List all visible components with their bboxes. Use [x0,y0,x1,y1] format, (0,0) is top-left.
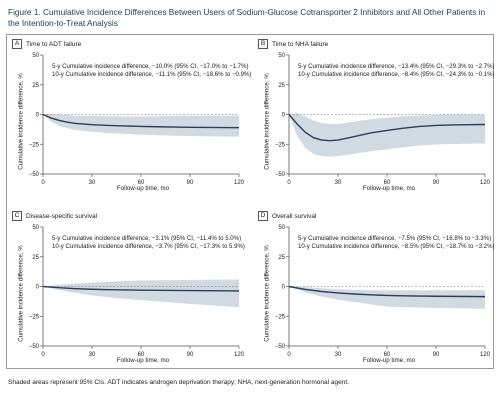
ci-annotation-10y: 10-y Cumulative incidence difference, −8… [298,71,495,78]
x-tick-label: 30 [335,180,342,186]
y-tick-label: 25 [278,83,285,89]
x-axis-label: Follow-up time, mo [362,357,416,364]
x-tick-label: 90 [433,352,440,358]
panel-letter: C [12,211,22,221]
estimate-line [42,113,240,129]
x-tick-label: 0 [41,180,45,186]
y-tick-label: −50 [275,344,286,350]
figure-title: Figure 1. Cumulative Incidence Differenc… [8,7,486,28]
ci-band [43,113,239,137]
y-tick-label: −25 [275,142,286,148]
x-tick-label: 120 [480,180,491,186]
panel-b: 50 25 0 −25 −50 0 30 60 90 120 B Time to NHA failur… [253,35,495,201]
x-tick-label: 30 [335,352,342,358]
x-tick-label: 60 [138,180,145,186]
x-tick-label: 90 [187,180,194,186]
ci-band [289,286,485,309]
x-tick-label: 0 [287,180,291,186]
panel-c: 50 25 0 −25 −50 0 30 60 90 120 C Disease-specific s… [7,207,247,373]
x-axis-label: Follow-up time, mo [116,357,170,364]
y-tick-label: 0 [282,285,286,291]
y-axis-label: Cumulative incidence difference, % [17,73,25,170]
y-tick-label: 25 [278,255,285,261]
x-tick-label: 60 [384,180,391,186]
y-tick-label: 25 [32,255,39,261]
panel-title: Time to NHA failure [272,40,329,48]
panel-letter: D [258,211,268,221]
estimate-line [288,285,486,298]
y-tick-label: 50 [32,225,39,231]
y-tick-label: 0 [36,285,40,291]
figure-frame: 50 25 0 −25 −50 0 30 60 90 120 A Time to ADT failur… [6,34,495,369]
ci-band [43,279,239,308]
ci-annotation-5y: 5-y Cumulative incidence difference, −13… [298,63,495,70]
y-axis-label: Cumulative incidence difference, % [17,245,25,342]
panel-title-row: D Overall survival [258,211,316,221]
figure-footnote: Shaded areas represent 95% CIs. ADT indi… [8,379,349,386]
ci-band [289,113,485,157]
panel-letter: A [12,39,22,49]
x-tick-label: 120 [234,352,245,358]
ci-annotation-10y: 10-y Cumulative incidence difference, −3… [52,243,245,250]
estimate-line [42,285,240,292]
y-tick-label: 50 [278,225,285,231]
y-tick-label: 0 [36,113,40,119]
y-tick-label: −50 [29,172,40,178]
y-tick-label: −50 [275,172,286,178]
x-tick-label: 120 [234,180,245,186]
panel-title-row: B Time to NHA failure [258,39,328,49]
x-tick-label: 90 [433,180,440,186]
x-tick-label: 0 [41,352,45,358]
panel-d: 50 25 0 −25 −50 0 30 60 90 120 D Overall survival 5-… [253,207,495,373]
x-tick-label: 30 [89,352,96,358]
ci-annotation-10y: 10-y Cumulative incidence difference, −8… [298,243,495,250]
x-tick-label: 90 [187,352,194,358]
y-tick-label: 50 [278,53,285,59]
x-tick-label: 120 [480,352,491,358]
x-tick-label: 60 [384,352,391,358]
panel-title-row: C Disease-specific survival [12,211,97,221]
ci-annotation-5y: 5-y Cumulative incidence difference, −7.… [298,235,492,242]
ci-annotation-10y: 10-y Cumulative incidence difference, −1… [52,71,252,78]
panel-title: Time to ADT failure [26,40,82,48]
y-axis-label: Cumulative incidence difference, % [263,245,271,342]
panel-title: Disease-specific survival [26,212,98,220]
y-tick-label: 50 [32,53,39,59]
estimate-line [288,114,486,142]
panel-title-row: A Time to ADT failure [12,39,81,49]
x-axis-label: Follow-up time, mo [362,185,416,192]
x-tick-label: 60 [138,352,145,358]
panel-a: 50 25 0 −25 −50 0 30 60 90 120 A Time to ADT failur… [7,35,251,201]
panel-title: Overall survival [272,212,317,220]
y-tick-label: −25 [29,314,40,320]
y-axis-label: Cumulative incidence difference, % [263,73,271,170]
ci-annotation-5y: 5-y Cumulative incidence difference, −10… [52,63,249,70]
x-tick-label: 0 [287,352,291,358]
y-tick-label: 25 [32,83,39,89]
x-tick-label: 30 [89,180,96,186]
y-tick-label: −25 [275,314,286,320]
y-tick-label: −50 [29,344,40,350]
y-tick-label: 0 [282,113,286,119]
ci-annotation-5y: 5-y Cumulative incidence difference, −3.… [52,235,242,242]
x-axis-label: Follow-up time, mo [116,185,170,192]
panel-letter: B [258,39,268,49]
y-tick-label: −25 [29,142,40,148]
